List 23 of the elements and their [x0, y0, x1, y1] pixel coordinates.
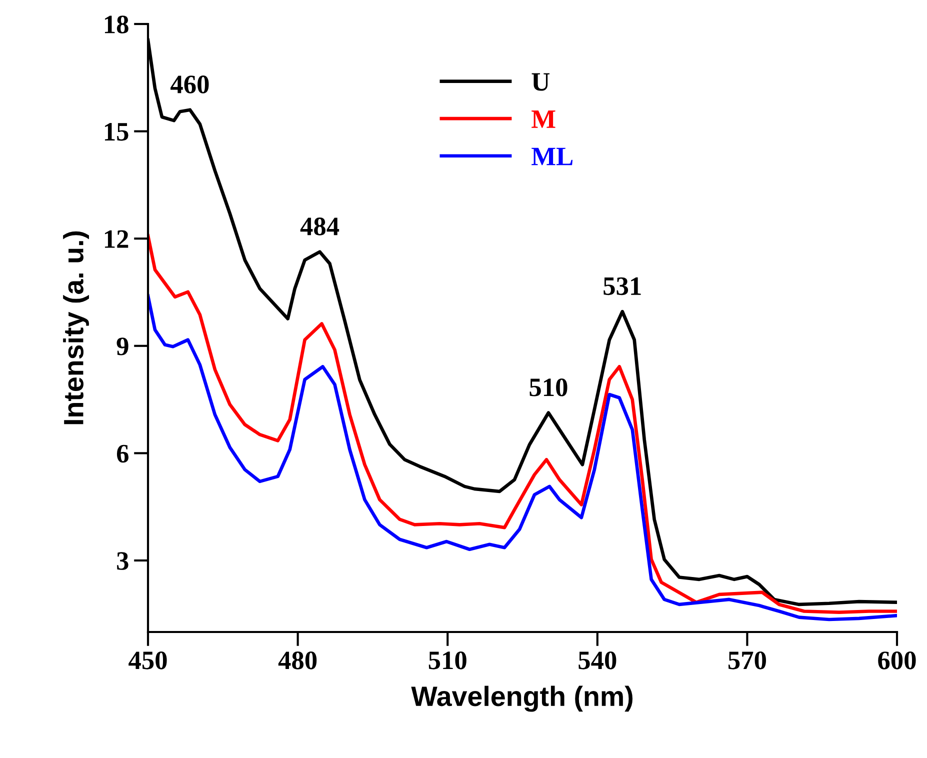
y-tick-label: 15: [104, 123, 128, 141]
x-tick-label: 510: [428, 652, 466, 670]
annotation: 510: [530, 378, 568, 396]
x-tick-label: 480: [278, 652, 317, 670]
line-series: [148, 294, 897, 622]
x-tick-label: 570: [728, 652, 766, 670]
annotation: 531: [604, 277, 641, 296]
x-tick-label: 600: [878, 652, 916, 670]
x-tick-label: 450: [128, 652, 167, 670]
legend-label: M: [532, 110, 556, 128]
line-series: [148, 234, 897, 614]
x-tick-label: 540: [578, 652, 616, 670]
x-axis-title: Wavelength (nm): [411, 686, 632, 712]
legend-label: U: [532, 73, 550, 91]
y-tick-label: 9: [116, 338, 128, 356]
y-tick-label: 6: [116, 444, 128, 463]
legend-label: ML: [532, 148, 573, 166]
y-tick-label: 12: [104, 230, 128, 248]
annotation: 460: [170, 76, 209, 94]
y-tick-label: 3: [117, 552, 128, 570]
annotation: 484: [300, 218, 340, 236]
y-axis-title: Intensity (a. u.): [63, 231, 89, 424]
y-tick-label: 18: [104, 16, 128, 34]
